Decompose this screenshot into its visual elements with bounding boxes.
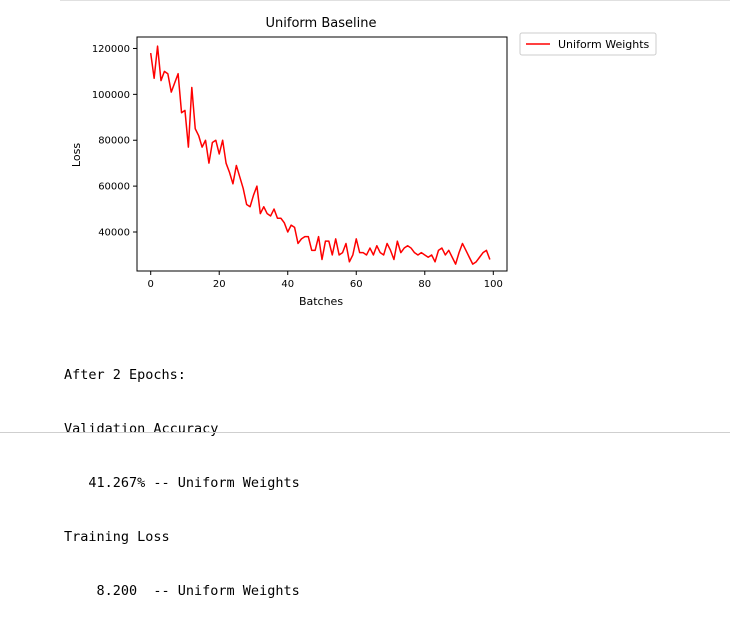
console-line-validation-heading: Validation Accuracy (64, 421, 219, 437)
y-tick-label: 120000 (92, 44, 130, 55)
x-axis-ticks: 0 20 40 60 80 100 (148, 271, 503, 290)
line-chart: Uniform Baseline 0 20 40 60 80 100 40000 60000… (70, 16, 657, 308)
x-tick-label: 0 (148, 279, 154, 290)
console-line-training-value: 8.200 -- Uniform Weights (64, 583, 300, 599)
cell-bottom-border (0, 432, 730, 433)
legend: Uniform Weights (519, 32, 657, 56)
y-tick-label: 80000 (98, 136, 130, 147)
legend-box (519, 32, 657, 56)
plot-area: Uniform Baseline 0 20 40 60 80 100 40000 60000… (70, 16, 657, 308)
series-layer (149, 45, 491, 265)
x-tick-label: 100 (484, 279, 503, 290)
axes-frame (136, 36, 508, 272)
y-tick-label: 40000 (98, 228, 130, 239)
console-output: After 2 Epochs: Validation Accuracy 41.2… (64, 330, 664, 618)
console-line-validation-value: 41.267% -- Uniform Weights (64, 475, 300, 491)
chart-title: Uniform Baseline (266, 16, 377, 31)
console-line-training-heading: Training Loss (64, 529, 170, 545)
x-tick-label: 40 (281, 279, 294, 290)
series-line-uniform-weights (149, 45, 491, 265)
x-tick-label: 60 (350, 279, 363, 290)
cell-top-border (60, 0, 730, 1)
y-axis-ticks: 40000 60000 80000 100000 120000 (92, 44, 137, 239)
y-tick-label: 60000 (98, 182, 130, 193)
console-line-epochs: After 2 Epochs: (64, 367, 186, 383)
x-tick-label: 20 (213, 279, 226, 290)
y-tick-label: 100000 (92, 90, 130, 101)
x-axis-label: Batches (299, 295, 343, 308)
y-axis-label: Loss (70, 143, 83, 167)
x-tick-label: 80 (418, 279, 431, 290)
legend-label: Uniform Weights (558, 38, 650, 51)
